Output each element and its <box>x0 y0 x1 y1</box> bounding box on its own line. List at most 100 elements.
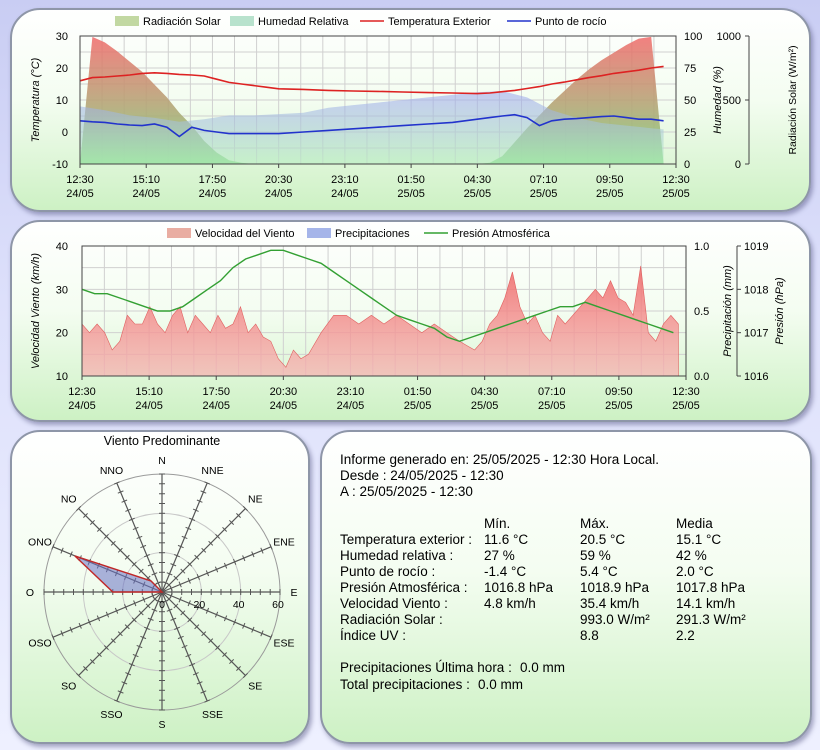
row-label: Presión Atmosférica : <box>340 580 468 595</box>
rose-spoke-tick <box>138 610 144 616</box>
y-tick-label: 30 <box>56 284 68 296</box>
direction-label: ESE <box>273 638 294 650</box>
rose-spoke-tick <box>181 535 188 540</box>
rose-spoke-tick <box>117 547 123 553</box>
x-tick-label: 09:50 <box>596 174 624 186</box>
row-label: Punto de rocío : <box>340 564 436 579</box>
rose-spoke-tick <box>251 626 255 633</box>
rose-spoke-tick <box>194 624 200 630</box>
rose-spoke-tick <box>208 540 214 546</box>
rose-spoke-tick <box>185 653 192 658</box>
y2-tick-label: 1.0 <box>694 241 709 253</box>
rose-spoke-tick <box>187 617 193 623</box>
y2-tick-label: 50 <box>684 95 696 107</box>
rose-spoke-tick <box>194 554 200 560</box>
direction-label: S <box>158 719 165 731</box>
x-date-label: 24/05 <box>270 400 298 412</box>
rose-spoke-tick <box>242 672 248 678</box>
direction-label: SSE <box>202 709 223 721</box>
wind-speed-area <box>81 265 679 377</box>
x-date-label: 24/05 <box>66 188 94 200</box>
rose-spoke-tick <box>201 631 207 637</box>
x-date-label: 25/05 <box>530 188 558 200</box>
x-tick-label: 04:30 <box>471 386 499 398</box>
temperature-chart: 3020100-10100755025010005000Temperatura … <box>30 16 799 200</box>
x-date-label: 24/05 <box>331 188 359 200</box>
rose-spoke-tick <box>76 672 82 678</box>
rose-spoke-tick <box>174 626 180 630</box>
rose-spoke-tick <box>87 619 91 626</box>
row-avg: 2.2 <box>676 628 695 643</box>
x-tick-label: 09:50 <box>605 386 633 398</box>
rose-spoke-tick <box>125 508 132 512</box>
x-tick-label: 12:30 <box>68 386 96 398</box>
legend-swatch <box>115 16 139 26</box>
x-tick-label: 07:10 <box>538 386 566 398</box>
row-max: 20.5 °C <box>580 532 626 547</box>
x-tick-label: 12:30 <box>662 174 690 186</box>
rose-spoke-tick <box>103 645 109 651</box>
legend-label: Presión Atmosférica <box>452 228 551 240</box>
rose-spoke-tick <box>204 481 211 485</box>
report-to: A : 25/05/2025 - 12:30 <box>340 484 473 499</box>
rose-spoke-tick <box>185 526 192 531</box>
x-date-label: 24/05 <box>202 400 230 412</box>
y3-axis-label: Presión (hPa) <box>774 277 786 345</box>
rose-spoke-tick <box>128 663 135 667</box>
rose-spoke-tick <box>69 626 73 633</box>
rose-spoke-tick <box>222 652 228 658</box>
x-date-label: 24/05 <box>68 400 96 412</box>
y2-tick-label: 0.5 <box>694 306 709 318</box>
radius-tick-label: 0 <box>159 599 165 611</box>
rose-spoke-tick <box>174 554 180 558</box>
x-tick-label: 20:30 <box>270 386 298 398</box>
row-label: Humedad relativa : <box>340 548 454 563</box>
legend-label: Radiación Solar <box>143 16 221 28</box>
rose-spoke-tick <box>177 635 184 640</box>
rose-spoke-tick <box>147 617 154 621</box>
row-max: 5.4 °C <box>580 564 618 579</box>
legend-label: Punto de rocío <box>535 16 607 28</box>
rose-spoke-tick <box>189 663 196 667</box>
rose-spoke-tick <box>151 608 158 612</box>
rain-total-value: 0.0 mm <box>478 677 524 692</box>
direction-label: SSO <box>100 709 122 721</box>
wind-rose-chart: Viento Predominante NNNENEENEEESESESSESS… <box>26 434 298 731</box>
y2-axis-label: Precipitación (mm) <box>722 265 734 357</box>
direction-label: ENE <box>273 537 295 549</box>
rose-spoke-tick <box>200 690 207 694</box>
rose-spoke-tick <box>125 672 132 676</box>
rose-spoke-tick <box>205 607 210 614</box>
rose-spoke-tick <box>242 622 246 629</box>
rose-spoke-tick <box>229 519 235 525</box>
row-max: 993.0 W/m² <box>580 612 650 627</box>
rose-spoke-tick <box>117 631 123 637</box>
rose-spoke-tick <box>192 672 199 676</box>
legend-label: Precipitaciones <box>335 228 410 240</box>
rose-spoke-tick <box>138 568 144 574</box>
rose-spoke-tick <box>187 561 193 567</box>
x-date-label: 25/05 <box>662 188 690 200</box>
rose-spoke-tick <box>117 490 124 494</box>
pressure-line <box>81 249 674 343</box>
rose-spoke-tick <box>145 603 151 609</box>
rose-spoke-tick <box>96 615 101 622</box>
y3-tick-label: 500 <box>723 95 741 107</box>
rose-spoke-tick <box>121 681 128 685</box>
report-from: Desde : 24/05/2025 - 12:30 <box>340 468 504 483</box>
rose-spoke-tick <box>132 526 139 531</box>
rose-spoke-tick <box>180 568 186 574</box>
rose-spoke-tick <box>180 610 186 616</box>
rose-spoke-tick <box>142 596 146 603</box>
x-date-label: 24/05 <box>337 400 365 412</box>
y-axis-label: Temperatura (°C) <box>30 57 42 142</box>
plot-frame <box>81 245 687 377</box>
x-date-label: 25/05 <box>538 400 566 412</box>
dew-point-line <box>79 113 664 138</box>
x-date-label: 25/05 <box>397 188 425 200</box>
rose-spoke-tick <box>173 603 179 609</box>
y-tick-label: 20 <box>56 328 68 340</box>
legend-label: Humedad Relativa <box>258 16 349 28</box>
direction-label: ONO <box>28 537 52 549</box>
rose-spoke-tick <box>222 526 228 532</box>
